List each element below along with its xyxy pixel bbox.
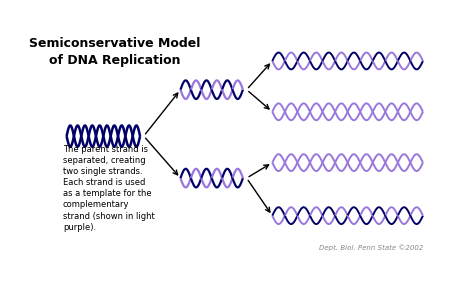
Text: The parent strand is
separated, creating
two single strands.
Each strand is used: The parent strand is separated, creating…: [63, 145, 155, 232]
Text: of DNA Replication: of DNA Replication: [49, 54, 180, 67]
Text: Dept. Biol. Penn State ©2002: Dept. Biol. Penn State ©2002: [319, 244, 423, 251]
Text: Semiconservative Model: Semiconservative Model: [28, 37, 200, 50]
